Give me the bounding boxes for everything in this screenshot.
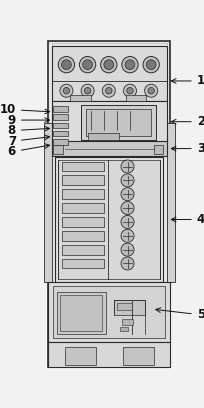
Bar [125,95,146,101]
Bar [61,162,103,171]
Bar [53,144,63,154]
Bar [81,104,155,140]
Text: 10: 10 [0,103,49,116]
Bar [58,160,159,279]
Bar [113,300,144,315]
Circle shape [103,60,113,69]
Circle shape [63,87,69,94]
Text: 2: 2 [171,115,204,128]
Circle shape [102,84,115,97]
Circle shape [120,202,133,215]
Bar [43,122,51,282]
Bar [48,342,169,367]
Bar [61,217,103,227]
Circle shape [142,57,159,73]
Bar [70,95,90,101]
Bar [120,327,128,331]
Circle shape [123,84,136,97]
Text: 3: 3 [171,142,204,155]
Bar [53,114,68,120]
Bar [48,41,169,367]
Text: 7: 7 [8,135,49,148]
Circle shape [121,57,137,73]
Text: 1: 1 [171,74,204,87]
Bar [55,157,163,282]
Circle shape [120,229,133,242]
Bar [61,259,103,268]
Bar [51,44,166,364]
Text: 8: 8 [8,124,49,137]
Bar [61,175,103,185]
Bar [166,122,174,282]
Bar [61,245,103,255]
Circle shape [120,257,133,270]
Bar [61,231,103,241]
Bar [61,203,103,213]
Circle shape [60,84,73,97]
Bar [53,106,68,112]
Bar [64,347,95,364]
Bar [51,141,166,156]
Circle shape [147,87,154,94]
Circle shape [120,160,133,173]
Text: 9: 9 [8,113,49,126]
Circle shape [144,84,157,97]
Text: 6: 6 [8,144,49,158]
Circle shape [58,57,74,73]
Bar [53,139,68,144]
Bar [53,286,164,338]
Circle shape [120,215,133,228]
Bar [51,101,166,142]
Bar [121,319,133,326]
Bar [53,131,68,136]
Bar [122,347,153,364]
Bar [116,304,131,310]
Bar [51,46,166,101]
Circle shape [61,60,71,69]
Circle shape [79,57,95,73]
Circle shape [120,188,133,201]
Bar [153,144,163,154]
Bar [48,282,169,342]
Bar [53,122,68,128]
Circle shape [120,243,133,256]
Circle shape [146,60,155,69]
Circle shape [100,57,116,73]
Circle shape [120,174,133,187]
Circle shape [126,87,133,94]
Bar [85,109,150,136]
Circle shape [84,87,90,94]
Text: 4: 4 [171,213,204,226]
Bar [61,189,103,199]
Circle shape [105,87,112,94]
Bar [60,295,102,331]
Text: 5: 5 [155,308,204,322]
Circle shape [82,60,92,69]
Circle shape [81,84,94,97]
Bar [87,133,118,140]
Circle shape [124,60,134,69]
Bar [56,292,105,335]
